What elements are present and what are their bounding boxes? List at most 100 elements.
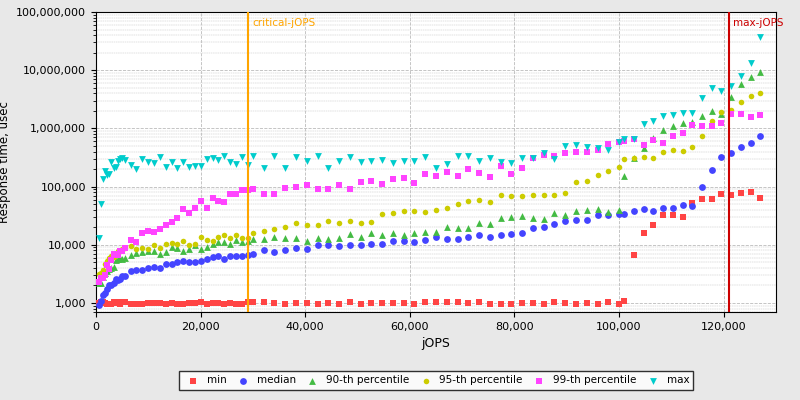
90-th percentile	[105, 265, 118, 272]
95-th percentile	[548, 192, 561, 198]
median	[114, 275, 126, 282]
median	[136, 266, 149, 273]
90-th percentile	[451, 224, 464, 231]
median	[94, 298, 107, 304]
max	[114, 156, 126, 162]
99-th percentile	[224, 191, 237, 198]
max	[333, 158, 346, 164]
max	[246, 152, 259, 159]
99-th percentile	[218, 198, 230, 205]
median	[242, 252, 254, 258]
90-th percentile	[107, 264, 120, 270]
min	[218, 301, 230, 307]
95-th percentile	[462, 198, 474, 204]
max	[111, 158, 124, 164]
99-th percentile	[613, 139, 626, 145]
90-th percentile	[218, 238, 230, 245]
90-th percentile	[114, 255, 126, 262]
95-th percentile	[628, 154, 641, 161]
min	[300, 300, 313, 306]
min	[354, 300, 367, 307]
max	[279, 165, 292, 171]
95-th percentile	[111, 248, 124, 254]
median	[638, 206, 650, 212]
min	[116, 299, 129, 305]
max	[200, 156, 213, 162]
min	[516, 300, 529, 307]
min	[376, 300, 389, 307]
median	[322, 241, 334, 248]
max	[290, 154, 302, 160]
median	[290, 245, 302, 252]
min	[103, 301, 116, 307]
max	[754, 34, 766, 40]
90-th percentile	[559, 212, 572, 218]
min	[142, 300, 154, 307]
99-th percentile	[602, 141, 614, 148]
95-th percentile	[235, 235, 248, 242]
99-th percentile	[686, 122, 698, 128]
99-th percentile	[365, 178, 378, 184]
median	[246, 251, 259, 257]
median	[224, 253, 237, 259]
max	[159, 164, 172, 170]
99-th percentile	[398, 174, 410, 181]
min	[657, 212, 670, 218]
median	[154, 265, 166, 271]
max	[676, 110, 689, 116]
95-th percentile	[279, 224, 292, 230]
min	[159, 300, 172, 307]
95-th percentile	[230, 232, 242, 238]
min	[107, 299, 120, 305]
99-th percentile	[483, 174, 496, 180]
95-th percentile	[130, 246, 143, 252]
min	[408, 300, 421, 307]
95-th percentile	[647, 154, 660, 161]
90-th percentile	[194, 245, 207, 252]
99-th percentile	[744, 114, 757, 120]
min	[591, 301, 604, 307]
90-th percentile	[116, 256, 129, 262]
median	[365, 241, 378, 247]
median	[516, 230, 529, 236]
90-th percentile	[154, 250, 166, 257]
90-th percentile	[103, 266, 116, 272]
median	[118, 273, 131, 279]
99-th percentile	[212, 198, 225, 205]
90-th percentile	[647, 134, 660, 141]
95-th percentile	[142, 246, 154, 253]
95-th percentile	[451, 200, 464, 207]
95-th percentile	[602, 168, 614, 174]
99-th percentile	[343, 186, 356, 192]
max	[171, 165, 184, 172]
max	[526, 155, 539, 161]
median	[189, 259, 202, 266]
95-th percentile	[408, 208, 421, 215]
max	[473, 157, 486, 164]
99-th percentile	[206, 194, 219, 201]
90-th percentile	[725, 94, 738, 100]
90-th percentile	[159, 249, 172, 256]
90-th percentile	[246, 235, 259, 242]
90-th percentile	[734, 81, 747, 87]
median	[440, 236, 453, 242]
90-th percentile	[118, 255, 131, 261]
max	[725, 82, 738, 89]
99-th percentile	[657, 140, 670, 146]
max	[657, 113, 670, 119]
median	[696, 184, 709, 190]
min	[258, 299, 270, 306]
median	[591, 212, 604, 218]
max	[242, 162, 254, 168]
95-th percentile	[200, 236, 213, 243]
90-th percentile	[268, 234, 281, 240]
max	[124, 162, 137, 168]
95-th percentile	[398, 208, 410, 214]
max	[311, 153, 324, 159]
90-th percentile	[715, 110, 728, 117]
90-th percentile	[686, 119, 698, 126]
median	[613, 211, 626, 218]
95-th percentile	[189, 241, 202, 247]
median	[430, 234, 442, 240]
90-th percentile	[408, 230, 421, 236]
